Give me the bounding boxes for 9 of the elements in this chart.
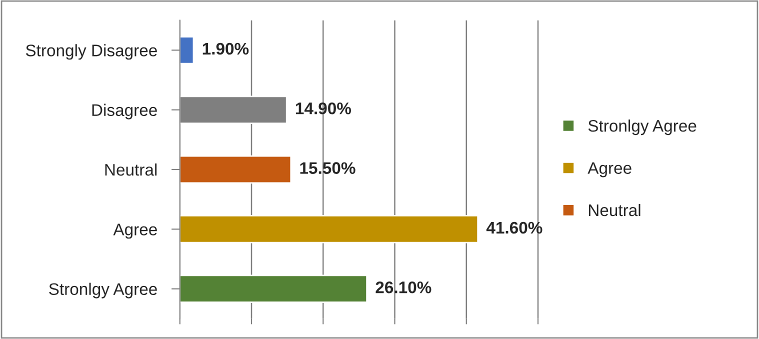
y-tick-label: Strongly Disagree [26,44,157,60]
y-tick-label: Disagree [92,104,157,120]
legend-label: Agree [588,162,632,178]
legend-label: Neutral [588,204,640,216]
y-tick-label: Neutral [105,163,157,176]
data-label: 1.90% [202,42,249,55]
y-tick-label: Stronlgy Agree [49,282,157,298]
legend-label: Stronlgy Agree [588,120,696,136]
y-tick-label: Agree [113,224,157,239]
